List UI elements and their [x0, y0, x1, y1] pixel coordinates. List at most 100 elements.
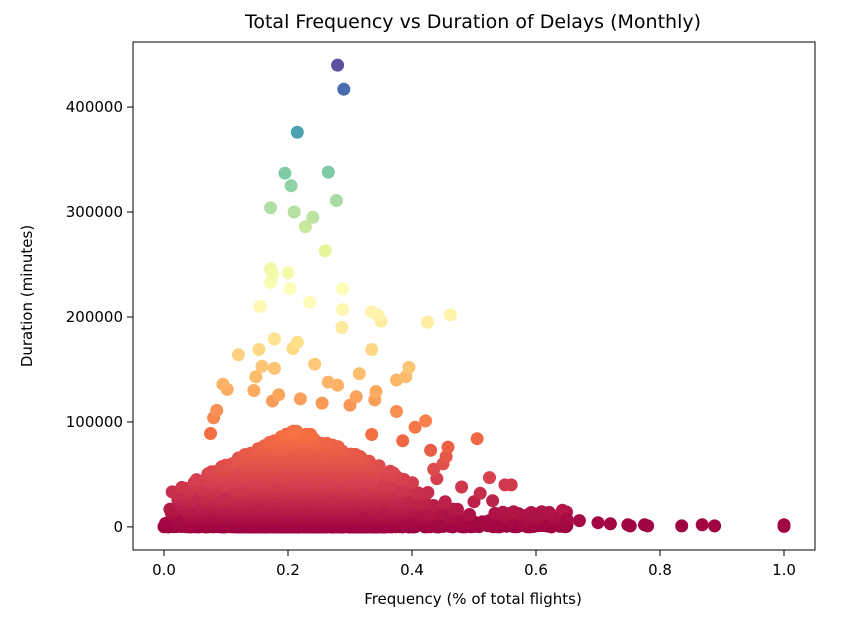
scatter-point — [441, 440, 455, 454]
scatter-point — [419, 414, 433, 428]
scatter-point — [621, 518, 635, 532]
scatter-point — [336, 303, 350, 317]
scatter-point — [369, 385, 383, 398]
scatter-point — [777, 518, 791, 532]
scatter-point — [560, 513, 574, 527]
plot-frame — [132, 41, 816, 551]
scatter-point — [321, 165, 335, 179]
scatter-point — [264, 262, 278, 276]
y-tick-label: 400000 — [66, 98, 123, 116]
x-tick-label: 0.2 — [276, 561, 300, 579]
scatter-point — [455, 480, 469, 494]
scatter-point — [204, 427, 217, 440]
scatter-point — [308, 357, 322, 371]
scatter-point — [352, 367, 366, 381]
scatter-point — [396, 434, 410, 448]
scatter-point — [329, 194, 343, 207]
scatter-point — [267, 361, 281, 375]
x-tick-label: 0.6 — [524, 561, 548, 579]
scatter-point — [290, 424, 304, 438]
scatter-point — [331, 58, 345, 72]
scatter-point — [675, 519, 689, 533]
scatter-point — [252, 343, 266, 356]
scatter-point — [496, 505, 510, 519]
points-cloud — [157, 424, 574, 534]
scatter-point — [473, 486, 487, 500]
scatter-point — [210, 403, 224, 417]
scatter-point — [591, 516, 605, 530]
x-tick-label: 0.8 — [648, 561, 672, 579]
scatter-point — [231, 348, 245, 362]
scatter-point — [165, 485, 179, 499]
scatter-point — [450, 502, 464, 516]
scatter-point — [438, 495, 452, 509]
scatter-point — [486, 494, 500, 508]
scatter-point — [507, 505, 521, 519]
scatter-point — [390, 405, 403, 418]
scatter-point — [318, 244, 332, 258]
chart-title: Total Frequency vs Duration of Delays (M… — [244, 11, 701, 33]
scatter-point — [572, 514, 586, 528]
scatter-point — [408, 420, 422, 434]
scatter-point — [272, 388, 286, 402]
scatter-point — [284, 179, 298, 193]
scatter-point — [264, 201, 278, 215]
scatter-point — [349, 390, 363, 404]
x-axis-label: Frequency (% of total flights) — [364, 590, 582, 608]
scatter-point — [283, 282, 297, 296]
scatter-point — [321, 375, 335, 389]
scatter-point — [443, 308, 457, 322]
scatter-point — [372, 459, 386, 473]
scatter-point — [247, 384, 261, 397]
scatter-point — [529, 507, 543, 521]
y-tick-label: 100000 — [66, 413, 123, 431]
scatter-point — [365, 343, 379, 356]
scatter-point — [504, 478, 518, 492]
scatter-point — [253, 300, 267, 313]
scatter-point — [402, 360, 416, 374]
y-axis: 0 100000 200000 300000 400000 — [66, 98, 133, 536]
x-tick-label: 0.0 — [152, 561, 176, 579]
scatter-point — [337, 82, 351, 96]
scatter-point — [303, 295, 317, 309]
scatter-point — [695, 518, 709, 532]
scatter-point — [298, 220, 312, 234]
scatter-point — [335, 321, 349, 334]
x-tick-label: 0.4 — [400, 561, 424, 579]
scatter-point — [255, 359, 269, 373]
scatter-point — [267, 332, 281, 346]
scatter-point — [470, 432, 484, 446]
scatter-point — [290, 335, 304, 349]
y-tick-label: 300000 — [66, 203, 123, 221]
scatter-point — [421, 315, 434, 329]
scatter-point — [603, 517, 617, 531]
scatter-point — [336, 282, 350, 296]
scatter-point — [190, 473, 203, 487]
scatter-point — [175, 480, 189, 494]
scatter-point — [638, 518, 651, 532]
scatter-point — [365, 305, 379, 319]
scatter-point — [249, 370, 263, 384]
x-tick-label: 1.0 — [772, 561, 796, 579]
scatter-point — [216, 377, 230, 391]
scatter-point — [411, 486, 425, 500]
scatter-point — [483, 471, 496, 485]
scatter-point — [287, 205, 301, 219]
scatter-point — [306, 210, 320, 224]
scatter-point — [293, 392, 307, 406]
y-tick-label: 200000 — [66, 308, 123, 326]
y-tick-label: 0 — [113, 518, 123, 536]
scatter-point — [424, 443, 438, 457]
scatter-point — [315, 396, 329, 410]
scatter-point — [278, 166, 292, 180]
scatter-point — [281, 266, 295, 280]
scatter-point — [365, 428, 379, 441]
scatter-point — [290, 125, 304, 139]
scatter-point — [421, 486, 435, 499]
scatter-point — [383, 464, 397, 478]
x-axis: 0.0 0.2 0.4 0.6 0.8 1.0 — [152, 550, 796, 579]
y-axis-label: Duration (minutes) — [18, 225, 36, 367]
points-layer — [204, 58, 791, 533]
scatter-point — [463, 508, 476, 521]
